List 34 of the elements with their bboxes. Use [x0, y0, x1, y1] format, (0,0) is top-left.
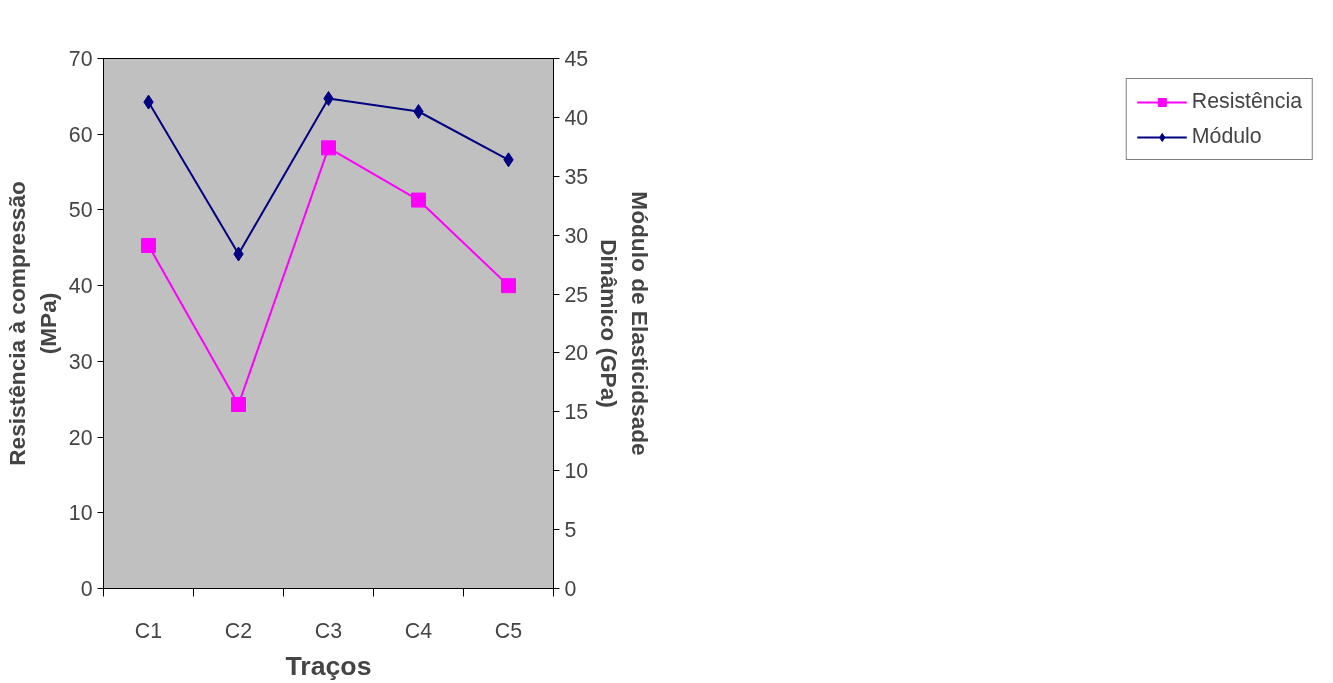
y-axis-title: Resistência à compressão (MPa)	[3, 181, 61, 466]
y2-tick-label: 15	[564, 400, 589, 425]
y2-tick-label: 25	[564, 282, 589, 307]
y-tick-label: 70	[68, 47, 93, 71]
y2-tick-label: 0	[564, 577, 577, 601]
point	[141, 238, 156, 254]
legend-label: Resistência	[1191, 89, 1302, 114]
y-tick-label: 50	[68, 198, 93, 223]
y-tick-label: 60	[68, 122, 93, 147]
y-tick-label: 20	[68, 425, 93, 450]
y-tick-label: 0	[80, 577, 93, 601]
x-tick-label: C2	[224, 618, 253, 643]
point	[413, 104, 424, 119]
y2-axis-title: Módulo de Elasticidsade Dinâmico (GPa)	[596, 191, 654, 456]
y2-tick-label: 30	[564, 223, 589, 248]
x-tick-label: C3	[314, 618, 343, 643]
x-tick-label: C4	[404, 618, 433, 643]
y2-tick-label: 45	[564, 47, 589, 71]
x-axis-title: Traços	[285, 650, 372, 681]
y-tick-label: 30	[68, 349, 93, 374]
y-tick-label: 10	[68, 501, 93, 526]
y-tick-label: 40	[68, 274, 93, 299]
legend-label: Módulo	[1191, 124, 1262, 149]
point	[321, 140, 336, 156]
x-tick-label: C1	[134, 618, 163, 643]
point	[411, 192, 426, 208]
point	[501, 278, 516, 294]
y2-tick-label: 35	[564, 164, 589, 189]
point	[231, 397, 246, 413]
y2-tick-label: 10	[564, 459, 589, 484]
y2-tick-label: 40	[564, 105, 589, 130]
y2-tick-label: 20	[564, 341, 589, 366]
y2-tick-label: 5	[564, 518, 577, 543]
x-tick-label: C5	[494, 618, 523, 643]
